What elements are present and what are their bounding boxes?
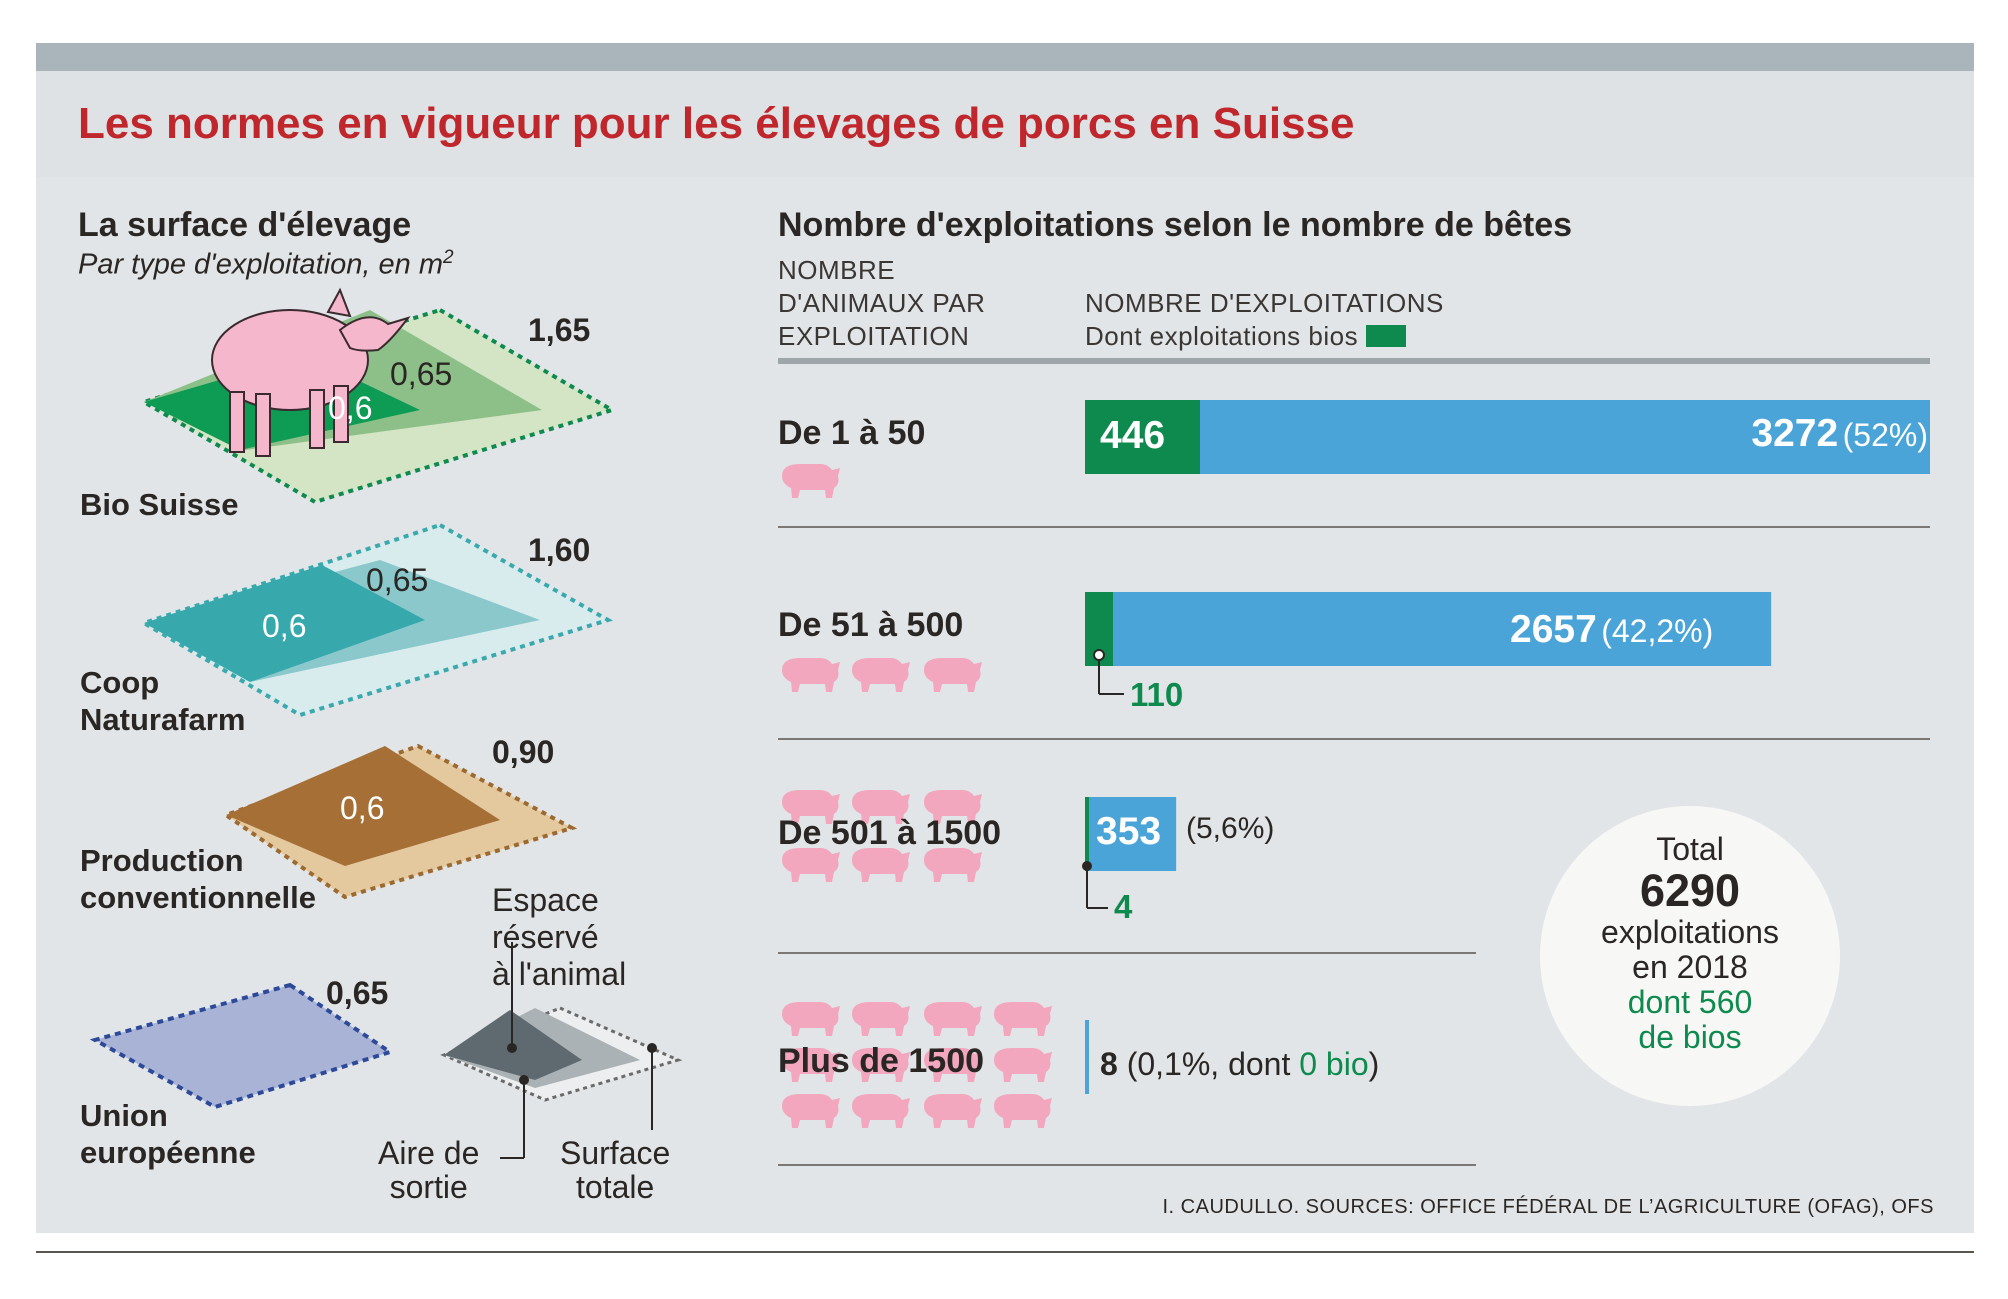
bar-3-total-value: 353 [1096,810,1162,853]
pig-icon-7 [924,790,982,824]
legend-diagram [440,942,683,1159]
pig-icon-8 [782,848,840,882]
pig-icon-21 [852,1048,910,1082]
surface-heading: La surface d'élevage [78,206,412,244]
total-line-1: exploitations [1601,914,1779,950]
row-rule-2 [778,738,1930,740]
bar-bio-1 [1085,400,1200,474]
pig-icon-5 [782,790,840,824]
eu-total-value: 0,65 [326,975,389,1011]
pig-icon-1 [782,464,840,498]
pig-icon-9 [852,848,910,882]
row-rule-3 [778,952,1476,954]
bar-3-bio-value: 4 [1114,888,1133,925]
pig-icon-6 [852,790,910,824]
bio-suisse-label: Bio Suisse [80,487,239,522]
bar-bio-3 [1085,797,1089,871]
bar-total-1 [1085,400,1930,474]
bar-3-percent: (5,6%) [1186,812,1275,845]
total-summary: Total 6290 exploitations en 2018 dont 56… [1540,832,1840,1055]
coop-animal-value: 0,6 [262,608,307,644]
pig-icon-14 [994,1002,1052,1036]
coop-label: Coop Naturafarm [80,665,246,737]
col2-header: NOMBRE D'EXPLOITATIONS [1085,288,1444,318]
conventional-label: Production conventionnelle [80,843,316,915]
pig-icon-17 [852,1094,910,1128]
header-rule [778,358,1930,364]
col1-header: NOMBRE D'ANIMAUX PAR EXPLOITATION [778,255,986,351]
conventional-total-value: 0,90 [492,734,555,770]
pig-icon-20 [782,1048,840,1082]
conventional-animal-area [226,746,500,866]
bar-4-total-value: 8 [1100,1046,1118,1082]
coop-animal-area [144,565,425,682]
bio-suisse-total-value: 1,65 [528,312,591,348]
bar-1-bio-value: 446 [1100,414,1166,457]
total-circle [1540,806,1840,1106]
bar-total-4 [1085,1020,1089,1094]
pig-icon-15 [994,1048,1052,1082]
source-credit: I. CAUDULLO. SOURCES: OFFICE FÉDÉRAL DE … [1162,1196,1934,1218]
coop-diagram [139,522,614,718]
bar-2-bio-value: 110 [1130,676,1184,713]
pig-icon-11 [782,1002,840,1036]
row-rule-4 [778,1164,1476,1166]
legend-aire-label: Aire de sortie [378,1135,480,1205]
bio-suisse-animal-value: 0,6 [328,390,373,426]
bar-1-percent: (52%) [1842,417,1928,453]
coop-outdoor-value: 0,65 [366,562,429,598]
title-band: Les normes en vigueur pour les élevages … [36,71,1974,177]
total-bio-2: de bios [1638,1019,1742,1055]
bar-2-percent: (42,2%) [1601,613,1714,649]
legend-espace-label: Espace réservé à l'animal [492,882,627,992]
row-rule-1 [778,526,1930,528]
pig-icon-2 [782,658,840,692]
bio-legend-swatch [1365,325,1406,347]
total-word: Total [1656,831,1724,867]
bar-1-labels: 3272 (52%) [1751,412,1928,456]
pig-icon-10 [924,848,982,882]
eu-label: Union européenne [80,1098,256,1170]
row-label-3: De 501 à 1500 [778,814,1002,852]
row-label-2: De 51 à 500 [778,606,964,644]
legend-totale-label: Surface totale [560,1135,671,1205]
bar-4-bio-text: 0 bio [1299,1046,1369,1082]
bio-dot-3 [1082,861,1092,871]
total-bio-1: dont 560 [1627,984,1753,1020]
total-line-2: en 2018 [1632,949,1748,985]
pig-icon-16 [782,1094,840,1128]
bottom-rule [36,1251,1974,1253]
bar-total-3 [1085,797,1177,871]
row-label-4: Plus de 1500 [778,1042,985,1080]
top-bar [36,43,1974,71]
bar-total-2 [1085,592,1772,666]
bar-2-labels: 2657 (42,2%) [1510,608,1713,652]
eu-total-area [89,982,395,1110]
pig-icon-4 [924,658,982,692]
coop-total-value: 1,60 [528,532,591,568]
pig-icon-18 [924,1094,982,1128]
bar-2-total-value: 2657 [1510,608,1597,651]
col2-subheader: Dont exploitations bios [1085,320,1406,353]
bio-dot-2 [1093,649,1105,661]
bar-4-labels: 8 (0,1%, dont 0 bio) [1100,1046,1380,1082]
pig-icon-13 [924,1002,982,1036]
bio-suisse-outdoor-value: 0,65 [390,356,453,392]
conventional-animal-value: 0,6 [340,790,385,826]
conventional-diagram [221,743,578,900]
pig-icon-19 [994,1094,1052,1128]
total-number: 6290 [1639,865,1741,916]
pig-illustration [211,287,411,457]
bar-1-total-value: 3272 [1751,412,1839,455]
pig-icon-22 [924,1048,982,1082]
page-title: Les normes en vigueur pour les élevages … [78,99,1355,148]
pig-icon-12 [852,1002,910,1036]
surface-subheading: Par type d'exploitation, en m2 [78,247,454,281]
row-label-1: De 1 à 50 [778,414,926,452]
pig-icon-3 [852,658,910,692]
farms-heading: Nombre d'exploitations selon le nombre d… [778,206,1573,244]
